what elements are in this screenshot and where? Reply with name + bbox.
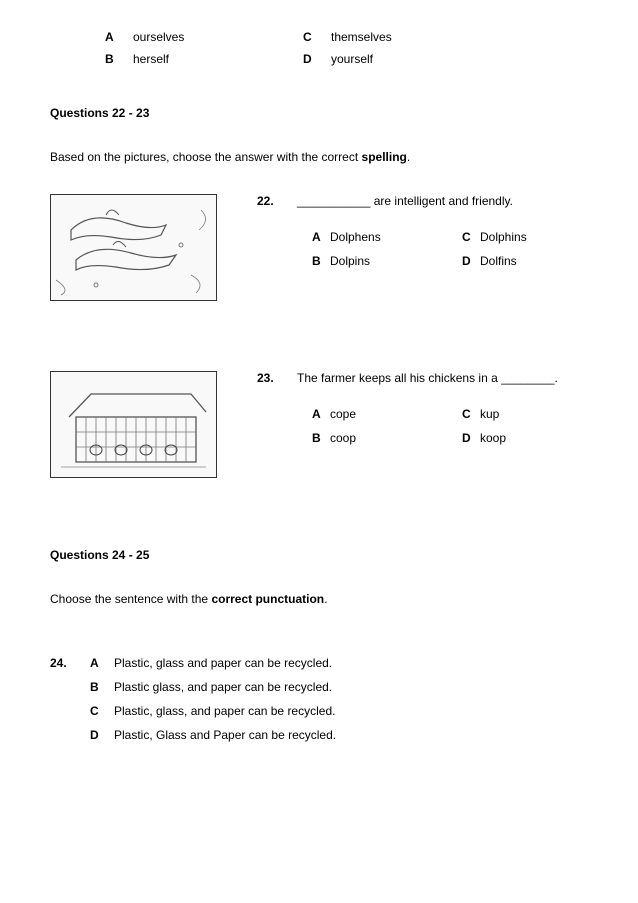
- instruction-post: .: [324, 592, 327, 606]
- option-text: yourself: [331, 52, 481, 66]
- options-grid: ADolphens BDolpins CDolphins DDolfins: [312, 230, 588, 268]
- question-content: 22. ___________ are intelligent and frie…: [257, 194, 588, 268]
- instruction-pre: Based on the pictures, choose the answer…: [50, 150, 362, 164]
- option-row: D Plastic, Glass and Paper can be recycl…: [50, 728, 588, 742]
- option-item: CDolphins: [462, 230, 527, 244]
- blank-underline: ________: [501, 371, 554, 385]
- option-letter: A: [105, 30, 133, 44]
- option-letter: B: [90, 680, 114, 694]
- option-item: Ckup: [462, 407, 506, 421]
- option-item: BDolpins: [312, 254, 462, 268]
- option-text: Dolpins: [330, 254, 370, 268]
- option-item: Dkoop: [462, 431, 506, 445]
- top-options-block: A ourselves C themselves B herself D you…: [105, 30, 588, 66]
- option-text: herself: [133, 52, 303, 66]
- option-text: cope: [330, 407, 356, 421]
- instruction-bold: spelling: [362, 150, 407, 164]
- option-letter: C: [303, 30, 331, 44]
- option-text: coop: [330, 431, 356, 445]
- option-text: Dolfins: [480, 254, 517, 268]
- option-letter: C: [462, 407, 480, 421]
- option-letter: A: [90, 656, 114, 670]
- spacer: [50, 680, 90, 694]
- option-item: DDolfins: [462, 254, 527, 268]
- question-sentence: 22. ___________ are intelligent and frie…: [257, 194, 588, 208]
- option-text: ourselves: [133, 30, 303, 44]
- option-letter: B: [105, 52, 133, 66]
- spacer: [50, 728, 90, 742]
- question-23-block: 23. The farmer keeps all his chickens in…: [50, 371, 588, 478]
- option-row: 24. A Plastic, glass and paper can be re…: [50, 656, 588, 670]
- option-col: Ckup Dkoop: [462, 407, 506, 445]
- option-letter: B: [312, 254, 330, 268]
- blank-underline: ___________: [297, 194, 370, 208]
- option-text: Plastic, glass, and paper can be recycle…: [114, 704, 335, 718]
- option-text: Plastic, glass and paper can be recycled…: [114, 656, 332, 670]
- option-row: B Plastic glass, and paper can be recycl…: [50, 680, 588, 694]
- option-item: ADolphens: [312, 230, 462, 244]
- options-grid: Acope Bcoop Ckup Dkoop: [312, 407, 588, 445]
- question-number: 23.: [257, 371, 297, 385]
- option-letter: B: [312, 431, 330, 445]
- instruction-text: Based on the pictures, choose the answer…: [50, 150, 588, 164]
- instruction-text: Choose the sentence with the correct pun…: [50, 592, 588, 606]
- picture-dolphins: [50, 194, 217, 301]
- instruction-bold: correct punctuation: [211, 592, 324, 606]
- instruction-pre: Choose the sentence with the: [50, 592, 211, 606]
- option-text: Plastic, Glass and Paper can be recycled…: [114, 728, 336, 742]
- option-item: Acope: [312, 407, 462, 421]
- option-letter: D: [462, 254, 480, 268]
- option-letter: C: [90, 704, 114, 718]
- question-text-wrap: The farmer keeps all his chickens in a _…: [297, 371, 558, 385]
- option-letter: D: [90, 728, 114, 742]
- option-letter: A: [312, 230, 330, 244]
- picture-coop: [50, 371, 217, 478]
- question-number: 22.: [257, 194, 297, 208]
- option-letter: D: [462, 431, 480, 445]
- option-letter: D: [303, 52, 331, 66]
- question-text-wrap: ___________ are intelligent and friendly…: [297, 194, 513, 208]
- option-col: ADolphens BDolpins: [312, 230, 462, 268]
- instruction-post: .: [407, 150, 410, 164]
- option-letter: C: [462, 230, 480, 244]
- section-heading: Questions 22 - 23: [50, 106, 588, 120]
- question-sentence: 23. The farmer keeps all his chickens in…: [257, 371, 588, 385]
- option-col: Acope Bcoop: [312, 407, 462, 445]
- worksheet-page: A ourselves C themselves B herself D you…: [0, 0, 638, 812]
- option-row: C Plastic, glass, and paper can be recyc…: [50, 704, 588, 718]
- question-content: 23. The farmer keeps all his chickens in…: [257, 371, 588, 445]
- option-text: kup: [480, 407, 499, 421]
- spacer: [50, 704, 90, 718]
- option-letter: A: [312, 407, 330, 421]
- sentence-pre: The farmer keeps all his chickens in a: [297, 371, 501, 385]
- question-number: 24.: [50, 656, 90, 670]
- section-heading: Questions 24 - 25: [50, 548, 588, 562]
- option-item: Bcoop: [312, 431, 462, 445]
- option-row: B herself D yourself: [105, 52, 588, 66]
- option-row: A ourselves C themselves: [105, 30, 588, 44]
- option-text: Dolphens: [330, 230, 381, 244]
- option-col: CDolphins DDolfins: [462, 230, 527, 268]
- question-22-block: 22. ___________ are intelligent and frie…: [50, 194, 588, 301]
- question-24-block: 24. A Plastic, glass and paper can be re…: [50, 656, 588, 742]
- sentence-tail: are intelligent and friendly.: [370, 194, 513, 208]
- sentence-post: .: [554, 371, 557, 385]
- option-text: Plastic glass, and paper can be recycled…: [114, 680, 332, 694]
- option-text: themselves: [331, 30, 481, 44]
- option-text: koop: [480, 431, 506, 445]
- option-text: Dolphins: [480, 230, 527, 244]
